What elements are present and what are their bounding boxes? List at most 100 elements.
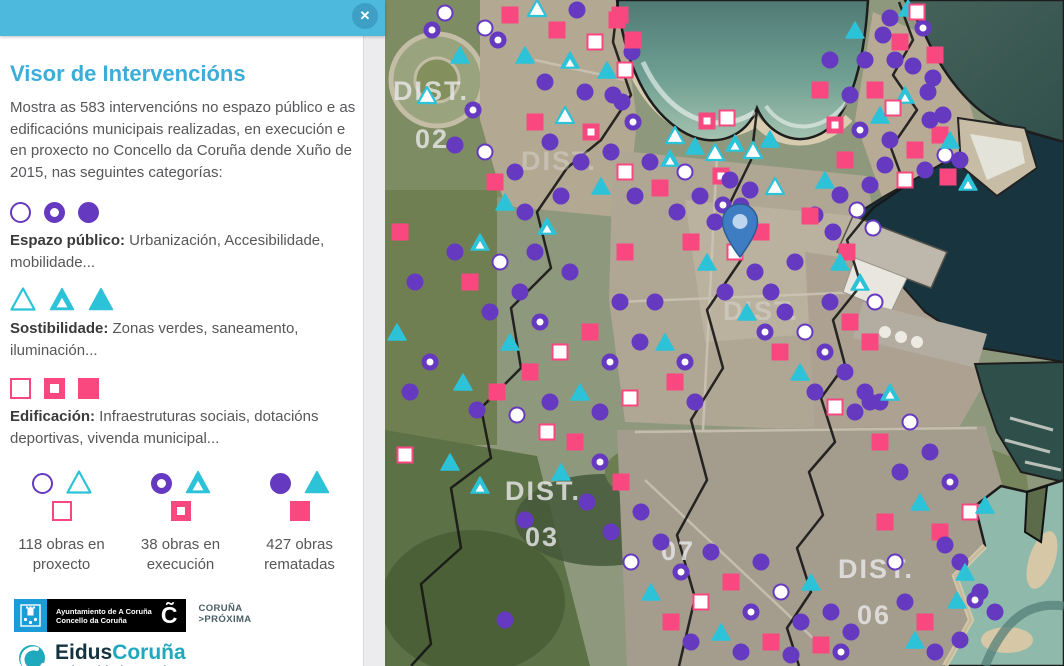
map-marker[interactable] bbox=[926, 46, 944, 64]
map-marker[interactable] bbox=[716, 283, 734, 301]
map-marker[interactable] bbox=[541, 133, 559, 151]
map-marker[interactable] bbox=[612, 473, 630, 491]
map-marker[interactable] bbox=[446, 243, 464, 261]
map-marker[interactable] bbox=[470, 476, 491, 495]
map-marker[interactable] bbox=[741, 181, 759, 199]
map-marker[interactable] bbox=[586, 33, 604, 51]
map-marker[interactable] bbox=[831, 186, 849, 204]
close-button[interactable]: ✕ bbox=[352, 3, 378, 29]
map-marker[interactable] bbox=[934, 106, 952, 124]
map-marker[interactable] bbox=[955, 563, 976, 582]
map-marker[interactable] bbox=[914, 19, 932, 37]
map-marker[interactable] bbox=[551, 343, 569, 361]
map-marker[interactable] bbox=[660, 149, 681, 168]
map-marker[interactable] bbox=[548, 21, 566, 39]
map-marker[interactable] bbox=[526, 0, 548, 18]
map-marker[interactable] bbox=[692, 593, 710, 611]
map-marker[interactable] bbox=[582, 123, 600, 141]
map-marker[interactable] bbox=[476, 19, 494, 37]
map-marker[interactable] bbox=[651, 179, 669, 197]
map-marker[interactable] bbox=[881, 9, 899, 27]
map-marker[interactable] bbox=[581, 323, 599, 341]
map-marker[interactable] bbox=[597, 61, 618, 80]
map-marker[interactable] bbox=[682, 233, 700, 251]
map-marker[interactable] bbox=[624, 113, 642, 131]
map-marker[interactable] bbox=[886, 51, 904, 69]
map-marker[interactable] bbox=[886, 553, 904, 571]
map-marker[interactable] bbox=[646, 293, 664, 311]
map-marker[interactable] bbox=[531, 313, 549, 331]
map-marker[interactable] bbox=[901, 413, 919, 431]
map-marker[interactable] bbox=[951, 151, 969, 169]
map-marker[interactable] bbox=[560, 51, 581, 70]
map-marker[interactable] bbox=[861, 393, 879, 411]
map-marker[interactable] bbox=[626, 187, 644, 205]
map-marker[interactable] bbox=[975, 496, 996, 515]
map-marker[interactable] bbox=[436, 4, 454, 22]
map-marker[interactable] bbox=[861, 333, 879, 351]
map-marker[interactable] bbox=[495, 193, 516, 212]
map-canvas[interactable]: DIST. 02 DIST. DIST. DIST. 03 07 DIST. 06 bbox=[385, 0, 1064, 666]
map-marker[interactable] bbox=[552, 187, 570, 205]
map-marker[interactable] bbox=[541, 393, 559, 411]
map-marker[interactable] bbox=[815, 171, 836, 190]
map-marker[interactable] bbox=[811, 81, 829, 99]
map-marker[interactable] bbox=[796, 323, 814, 341]
map-marker[interactable] bbox=[396, 446, 414, 464]
map-marker[interactable] bbox=[910, 493, 931, 512]
map-marker[interactable] bbox=[591, 453, 609, 471]
map-marker[interactable] bbox=[951, 631, 969, 649]
map-marker[interactable] bbox=[461, 273, 479, 291]
map-marker[interactable] bbox=[891, 33, 909, 51]
map-marker[interactable] bbox=[421, 353, 439, 371]
map-marker[interactable] bbox=[841, 313, 859, 331]
map-marker[interactable] bbox=[686, 393, 704, 411]
map-marker[interactable] bbox=[697, 253, 718, 272]
map-marker[interactable] bbox=[500, 333, 521, 352]
map-marker[interactable] bbox=[554, 105, 576, 125]
map-marker[interactable] bbox=[876, 156, 894, 174]
map-marker[interactable] bbox=[536, 73, 554, 91]
map-marker[interactable] bbox=[416, 85, 438, 105]
map-marker[interactable] bbox=[576, 83, 594, 101]
map-marker[interactable] bbox=[848, 201, 866, 219]
map-marker[interactable] bbox=[470, 233, 491, 252]
map-marker[interactable] bbox=[568, 1, 586, 19]
map-marker[interactable] bbox=[742, 603, 760, 621]
map-marker[interactable] bbox=[746, 263, 764, 281]
map-marker[interactable] bbox=[453, 373, 474, 392]
map-marker[interactable] bbox=[704, 142, 726, 162]
map-marker[interactable] bbox=[511, 283, 529, 301]
map-marker[interactable] bbox=[423, 21, 441, 39]
map-marker[interactable] bbox=[866, 293, 884, 311]
map-marker[interactable] bbox=[604, 86, 622, 104]
location-pin[interactable] bbox=[721, 203, 759, 259]
map-marker[interactable] bbox=[906, 141, 924, 159]
map-marker[interactable] bbox=[652, 533, 670, 551]
map-marker[interactable] bbox=[792, 613, 810, 631]
map-marker[interactable] bbox=[616, 243, 634, 261]
map-marker[interactable] bbox=[496, 611, 514, 629]
map-marker[interactable] bbox=[822, 603, 840, 621]
map-marker[interactable] bbox=[450, 46, 471, 65]
map-marker[interactable] bbox=[501, 6, 519, 24]
map-marker[interactable] bbox=[921, 443, 939, 461]
map-marker[interactable] bbox=[488, 383, 506, 401]
map-marker[interactable] bbox=[566, 433, 584, 451]
map-marker[interactable] bbox=[516, 203, 534, 221]
map-marker[interactable] bbox=[601, 353, 619, 371]
map-marker[interactable] bbox=[856, 51, 874, 69]
map-marker[interactable] bbox=[926, 643, 944, 661]
map-marker[interactable] bbox=[916, 613, 934, 631]
map-marker[interactable] bbox=[801, 573, 822, 592]
map-marker[interactable] bbox=[801, 207, 819, 225]
map-marker[interactable] bbox=[908, 3, 926, 21]
map-marker[interactable] bbox=[698, 112, 716, 130]
map-marker[interactable] bbox=[702, 543, 720, 561]
map-marker[interactable] bbox=[602, 523, 620, 541]
map-marker[interactable] bbox=[826, 116, 844, 134]
map-marker[interactable] bbox=[786, 253, 804, 271]
map-marker[interactable] bbox=[672, 563, 690, 581]
map-marker[interactable] bbox=[468, 401, 486, 419]
map-marker[interactable] bbox=[776, 303, 794, 321]
